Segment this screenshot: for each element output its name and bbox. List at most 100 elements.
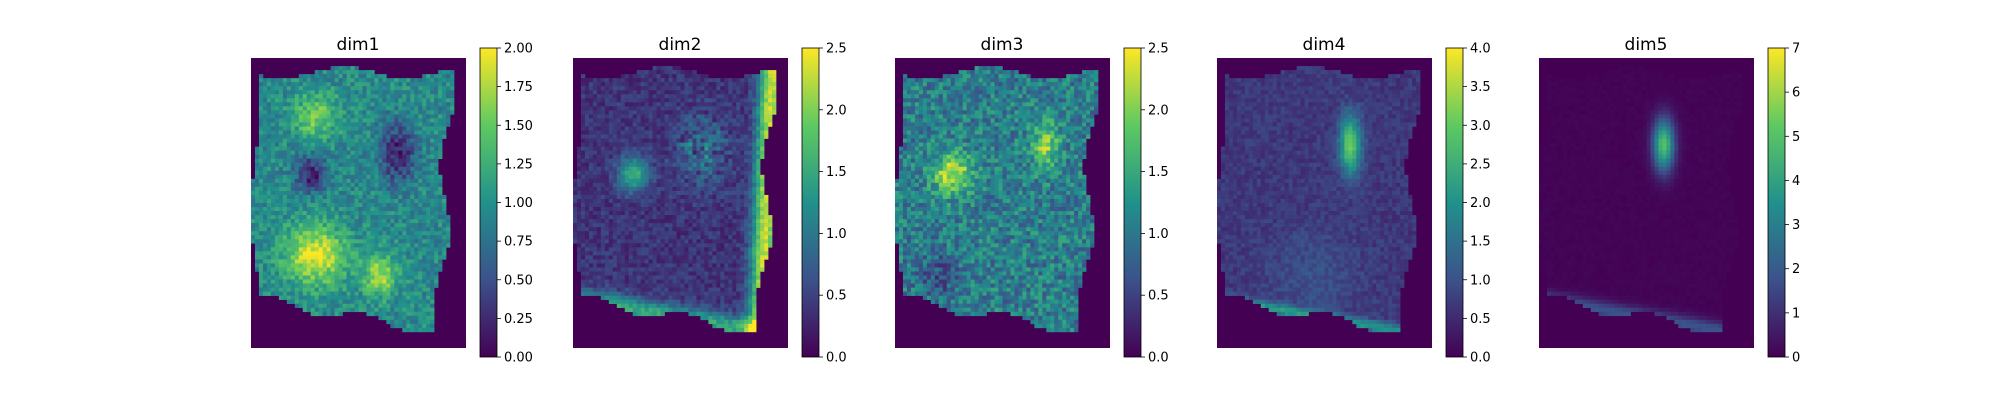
- heatmap-cell: [640, 146, 645, 151]
- heatmap-cell: [664, 239, 669, 244]
- heatmap-cell: [334, 158, 339, 164]
- heatmap-cell: [418, 283, 423, 288]
- heatmap-cell: [752, 154, 757, 159]
- heatmap-cell: [680, 106, 685, 111]
- heatmap-cell: [740, 146, 745, 151]
- heatmap-cell: [322, 94, 327, 99]
- heatmap-cell: [334, 154, 339, 159]
- heatmap-cell: [438, 126, 443, 131]
- heatmap-cell: [362, 86, 367, 91]
- heatmap-cell: [612, 198, 618, 204]
- heatmap-cell: [326, 299, 331, 304]
- heatmap-cell: [330, 66, 335, 71]
- heatmap-cell: [764, 122, 769, 127]
- heatmap-cell: [410, 255, 415, 260]
- heatmap-cell: [704, 102, 709, 107]
- heatmap-cell: [286, 102, 292, 107]
- heatmap-cell: [270, 118, 276, 123]
- heatmap-cell: [294, 174, 300, 180]
- heatmap-cell: [604, 98, 610, 103]
- heatmap-cell: [648, 194, 653, 200]
- heatmap-cell: [580, 86, 586, 91]
- heatmap-cell: [438, 231, 443, 236]
- heatmap-cell: [378, 130, 383, 135]
- heatmap-cell: [370, 243, 375, 248]
- heatmap-cell: [298, 287, 304, 292]
- heatmap-cell: [426, 255, 431, 260]
- heatmap-cell: [414, 295, 419, 300]
- heatmap-cell: [708, 186, 713, 192]
- heatmap-cell: [334, 182, 339, 188]
- heatmap-cell: [298, 299, 304, 304]
- heatmap-cell: [298, 231, 304, 236]
- heatmap-cell: [302, 307, 308, 313]
- heatmap-cell: [298, 90, 304, 95]
- heatmap-cell: [318, 110, 323, 115]
- heatmap-cell: [258, 134, 264, 139]
- heatmap-cell: [764, 239, 769, 244]
- heatmap-cell: [732, 207, 737, 212]
- heatmap-cell: [258, 271, 264, 276]
- heatmap-cell: [334, 114, 339, 119]
- heatmap-cell: [286, 239, 292, 244]
- heatmap-cell: [270, 130, 276, 135]
- heatmap-cell: [410, 203, 415, 208]
- heatmap-cell: [652, 130, 657, 135]
- heatmap-cell: [382, 74, 387, 79]
- heatmap-cell: [386, 170, 391, 176]
- heatmap-cell: [270, 255, 276, 260]
- heatmap-cell: [262, 255, 268, 260]
- heatmap-cell: [732, 94, 737, 99]
- heatmap-cell: [620, 110, 626, 115]
- heatmap-cell: [378, 287, 383, 292]
- heatmap-cell: [688, 239, 693, 244]
- heatmap-cell: [294, 303, 300, 309]
- heatmap-cell: [358, 235, 363, 240]
- heatmap-cell: [692, 106, 697, 111]
- heatmap-cell: [338, 182, 343, 188]
- heatmap-cell: [410, 223, 415, 228]
- heatmap-cell: [660, 118, 665, 123]
- heatmap-cell: [330, 82, 335, 87]
- heatmap-cell: [314, 94, 319, 99]
- heatmap-cell: [298, 291, 304, 296]
- heatmap-cell: [402, 239, 407, 244]
- heatmap-cell: [624, 134, 630, 139]
- heatmap-cell: [258, 219, 264, 224]
- heatmap-cell: [612, 186, 618, 192]
- heatmap-cell: [298, 190, 304, 196]
- heatmap-cell: [656, 146, 661, 151]
- heatmap-cell: [366, 78, 371, 83]
- heatmap-cell: [688, 74, 693, 79]
- heatmap-cell: [732, 138, 737, 143]
- heatmap-cell: [282, 271, 288, 276]
- heatmap-cell: [588, 186, 594, 192]
- heatmap-cell: [370, 291, 375, 296]
- heatmap-cell: [330, 150, 335, 155]
- heatmap-cell: [354, 78, 359, 83]
- heatmap-cell: [290, 207, 296, 212]
- heatmap-cell: [688, 82, 693, 87]
- heatmap-cell: [748, 190, 753, 196]
- heatmap-cell: [720, 235, 725, 240]
- heatmap-cell: [684, 130, 689, 135]
- heatmap-cell: [394, 170, 399, 176]
- heatmap-cell: [752, 203, 757, 208]
- heatmap-cell: [290, 227, 296, 232]
- heatmap-cell: [676, 166, 681, 172]
- heatmap-cell: [258, 146, 264, 151]
- heatmap-cell: [712, 158, 717, 164]
- heatmap-cell: [258, 207, 264, 212]
- heatmap-cell: [382, 295, 387, 300]
- heatmap-cell: [358, 198, 363, 204]
- heatmap-cell: [584, 178, 590, 184]
- heatmap-cell: [262, 102, 268, 107]
- heatmap-cell: [258, 223, 264, 228]
- heatmap-cell: [640, 106, 645, 111]
- heatmap-cell: [684, 70, 689, 75]
- heatmap-cell: [576, 186, 582, 192]
- heatmap-cell: [652, 186, 657, 192]
- heatmap-cell: [573, 186, 578, 192]
- heatmap-cell: [294, 158, 300, 164]
- heatmap-cell: [752, 78, 757, 83]
